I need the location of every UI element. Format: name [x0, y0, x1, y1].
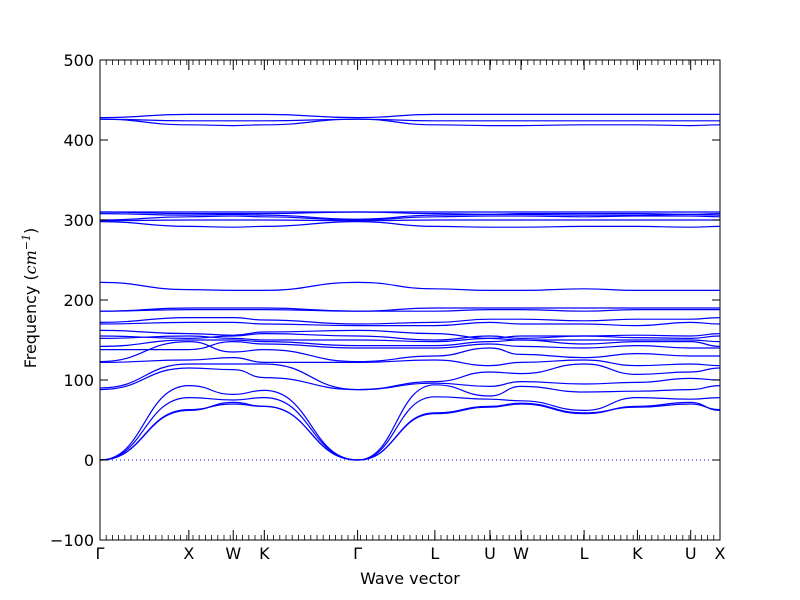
- band-line-3: [99, 396, 721, 461]
- x-tick-label: Γ: [353, 544, 362, 563]
- y-axis-title-prefix: Frequency (: [21, 274, 40, 368]
- y-axis-title-unit: cm: [21, 250, 40, 274]
- y-tick-label: 400: [63, 131, 94, 150]
- band-line-4: [99, 384, 721, 461]
- x-tick-label: L: [580, 544, 589, 563]
- band-line-23: [99, 211, 721, 216]
- band-line-9: [100, 340, 720, 351]
- band-line-7: [99, 356, 721, 367]
- band-line-12: [99, 332, 721, 341]
- band-line-20: [99, 219, 720, 222]
- band-line-27: [99, 113, 720, 119]
- y-axis-title-suffix: ): [21, 228, 40, 234]
- band-line-25: [99, 118, 721, 127]
- x-tick-label: X: [183, 544, 194, 563]
- y-axis-title-exponent: −1: [20, 234, 33, 250]
- y-tick-label: −100: [50, 531, 94, 550]
- band-line-15: [99, 316, 721, 325]
- band-line-17: [99, 307, 720, 312]
- plot-frame: [99, 59, 721, 541]
- band-line-21: [99, 215, 721, 221]
- band-line-5: [99, 367, 721, 391]
- band-line-22: [99, 213, 721, 220]
- minor-ticks: [105, 60, 715, 540]
- x-tick-label: U: [685, 544, 697, 563]
- x-tick-label: Γ: [96, 544, 105, 563]
- band-line-2: [99, 402, 721, 461]
- y-tick-label: 500: [63, 51, 94, 70]
- x-tick-label: U: [484, 544, 496, 563]
- band-line-10: [99, 339, 721, 347]
- x-tick-label: K: [632, 544, 643, 563]
- band-line-1: [99, 401, 721, 461]
- band-lines: [99, 113, 721, 461]
- y-axis-title: Frequency (cm−1): [20, 228, 41, 369]
- band-line-13: [99, 329, 721, 340]
- x-tick-label: W: [513, 544, 529, 563]
- y-tick-label: 100: [63, 371, 94, 390]
- x-tick-label: K: [259, 544, 270, 563]
- y-tick-label: 0: [84, 451, 94, 470]
- band-line-19: [99, 220, 721, 228]
- band-line-14: [99, 321, 721, 327]
- y-tick-label: 200: [63, 291, 94, 310]
- band-line-26: [99, 118, 720, 122]
- band-line-16: [99, 309, 720, 312]
- band-line-11: [99, 335, 721, 343]
- x-tick-label: L: [430, 544, 439, 563]
- band-line-18: [99, 281, 720, 291]
- x-axis-title: Wave vector: [360, 569, 460, 588]
- y-axis-ticks: −100 0 100 200 300 400 500: [50, 51, 720, 550]
- x-tick-label: W: [225, 544, 241, 563]
- band-line-6: [99, 363, 721, 391]
- band-line-8: [99, 340, 720, 363]
- y-tick-label: 300: [63, 211, 94, 230]
- x-tick-label: X: [715, 544, 726, 563]
